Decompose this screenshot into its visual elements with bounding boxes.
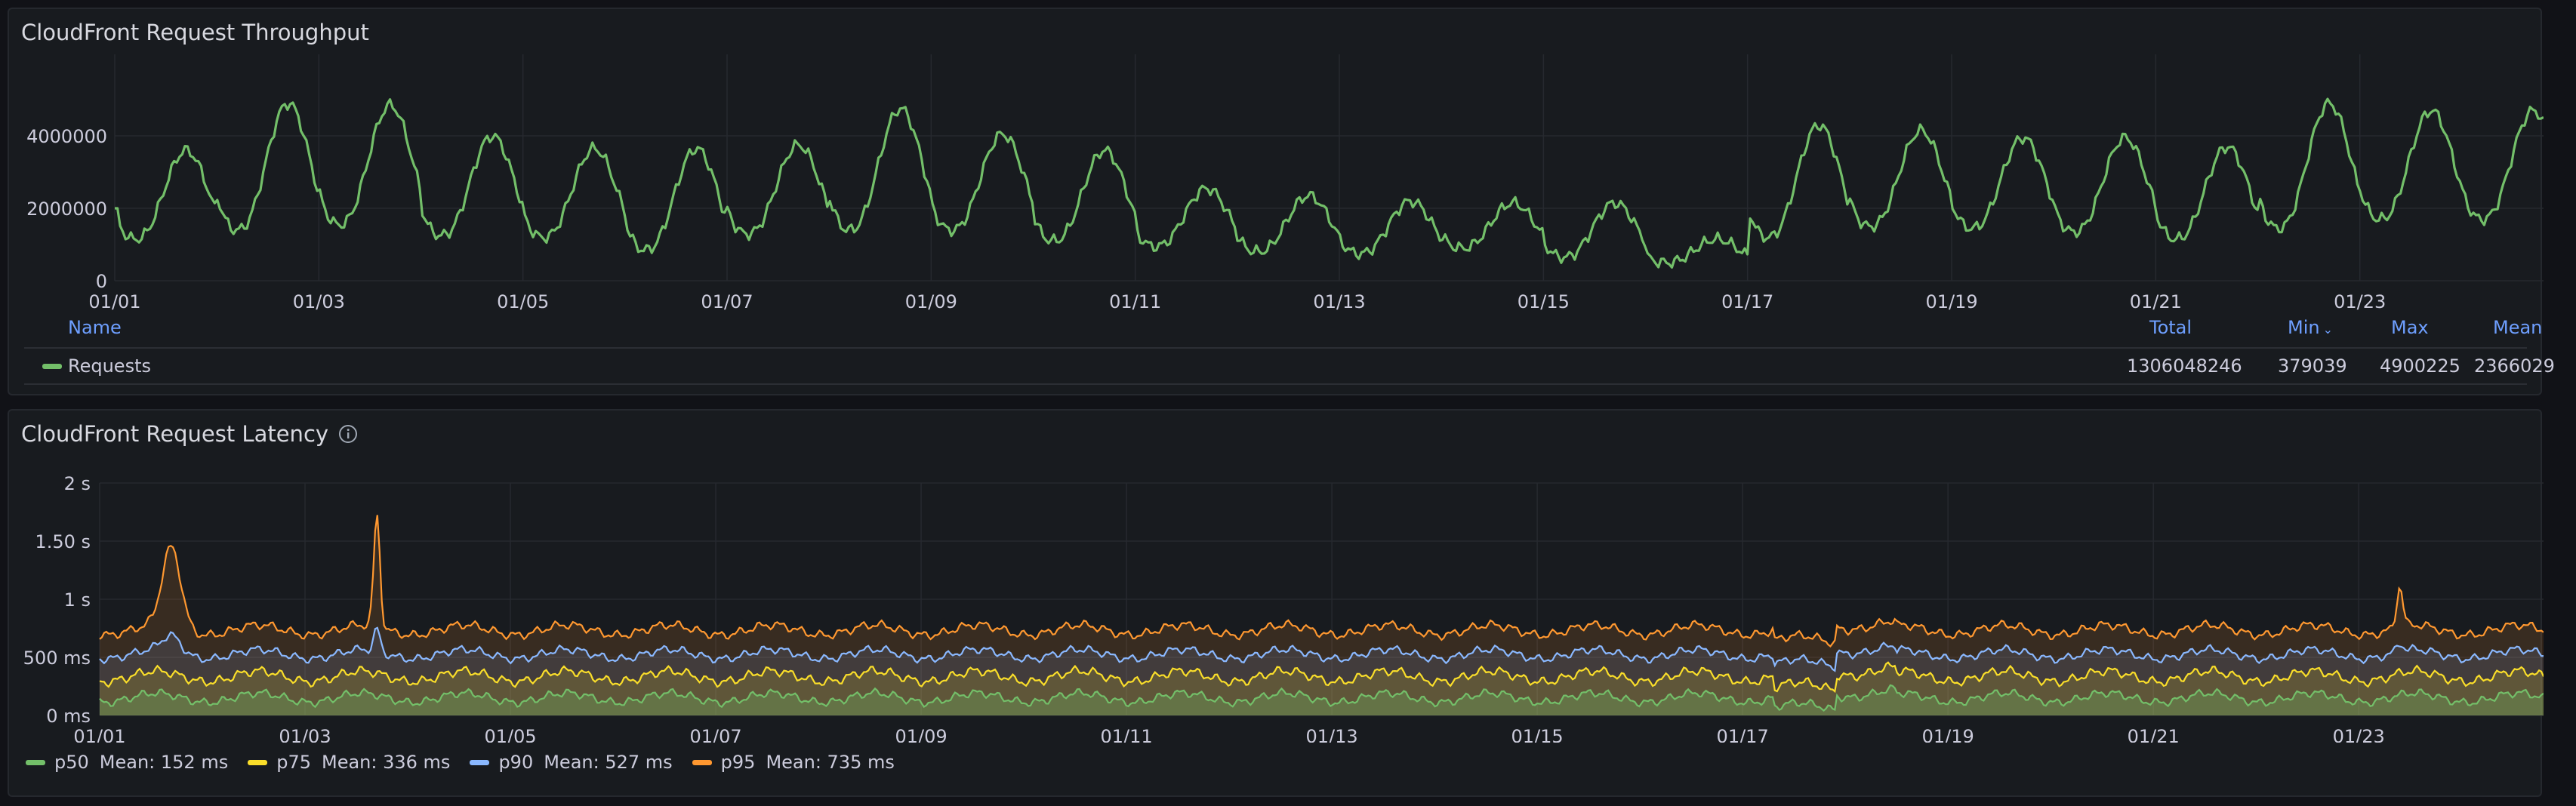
x-tick-label: 01/11: [1109, 291, 1161, 311]
value-min: 379039: [2278, 355, 2347, 377]
y-tick-label: 4000000: [26, 126, 107, 147]
x-tick-label: 01/19: [1922, 726, 1974, 743]
value-mean: 2366029: [2474, 355, 2555, 377]
x-tick-label: 01/13: [1313, 291, 1365, 311]
series-area-p50: [100, 684, 2544, 715]
column-header-name[interactable]: Name: [68, 317, 122, 338]
x-tick-label: 01/11: [1100, 726, 1152, 743]
latency-chart[interactable]: 0 ms 500 ms 1 s 1.50 s 2 s 01/01 01/03 01/05 01/…: [9, 411, 2544, 743]
x-tick-label: 01/21: [2130, 291, 2182, 311]
y-tick-label: 2 s: [64, 473, 91, 494]
swatch-p50: [26, 759, 45, 765]
y-tick-label: 0: [96, 271, 107, 292]
chevron-down-icon: ⌄: [2322, 322, 2333, 337]
x-tick-label: 01/03: [293, 291, 345, 311]
column-header-total[interactable]: Total: [2149, 317, 2192, 338]
x-tick-label: 01/21: [2128, 726, 2180, 743]
column-header-min[interactable]: Min ⌄: [2288, 317, 2333, 338]
legend-row-requests[interactable]: Requests 1306048246 379039 4900225 23660…: [24, 347, 2555, 385]
x-tick-label: 01/05: [484, 726, 536, 743]
legend-item-p50[interactable]: p50 Mean: 152 ms: [26, 752, 228, 773]
x-tick-label: 01/17: [1721, 291, 1773, 311]
panel-title-latency[interactable]: CloudFront Request Latency: [21, 421, 329, 447]
panel-title-throughput[interactable]: CloudFront Request Throughput: [21, 20, 369, 45]
x-tick-label: 01/05: [497, 291, 549, 311]
legend-mean-p50: Mean: 152 ms: [99, 752, 229, 773]
x-tick-label: 01/13: [1306, 726, 1358, 743]
series-area-p95: [100, 515, 2544, 715]
series-swatch-requests: [42, 364, 71, 369]
swatch-p95: [692, 759, 712, 765]
series-line-p75: [99, 661, 2544, 694]
x-tick-label: 01/07: [689, 726, 741, 743]
throughput-chart[interactable]: 0 2000000 4000000 01/01 01/03 01/05 01/07 01/09…: [9, 9, 2544, 311]
info-icon[interactable]: [337, 423, 359, 445]
x-tick-label: 01/15: [1518, 291, 1570, 311]
latency-legend: p50 Mean: 152 ms p75 Mean: 336 ms p90 Me…: [26, 752, 914, 773]
series-line-p50: [99, 684, 2544, 712]
y-tick-label: 500 ms: [23, 648, 91, 669]
throughput-panel: CloudFront Request Throughput 0 2000000 40…: [8, 8, 2555, 395]
series-line-p90: [99, 626, 2544, 672]
swatch-p75: [248, 759, 268, 765]
series-name-requests: Requests: [68, 355, 151, 377]
y-tick-label: 0 ms: [46, 706, 91, 727]
x-tick-label: 01/03: [279, 726, 331, 743]
series-area-p90: [100, 627, 2544, 715]
y-tick-label: 1.50 s: [35, 531, 91, 552]
x-tick-label: 01/01: [73, 726, 125, 743]
legend-label-p50: p50: [54, 752, 89, 773]
x-tick-label: 01/07: [701, 291, 753, 311]
legend-mean-p95: Mean: 735 ms: [766, 752, 895, 773]
legend-item-p75[interactable]: p75 Mean: 336 ms: [248, 752, 450, 773]
y-tick-label: 1 s: [64, 589, 91, 611]
value-total: 1306048246: [2127, 355, 2242, 377]
series-line-requests: [115, 97, 2544, 269]
series-line-p95: [99, 515, 2544, 648]
x-tick-label: 01/09: [895, 726, 947, 743]
x-tick-label: 01/15: [1511, 726, 1564, 743]
legend-mean-p75: Mean: 336 ms: [322, 752, 451, 773]
latency-panel: CloudFront Request Latency 0 ms 500 ms 1 s…: [8, 409, 2544, 797]
column-header-max[interactable]: Max: [2391, 317, 2429, 338]
legend-table-header: Name Total Min ⌄ Max Mean: [9, 317, 2543, 347]
legend-item-p95[interactable]: p95 Mean: 735 ms: [692, 752, 895, 773]
x-tick-label: 01/23: [2334, 291, 2386, 311]
x-tick-label: 01/01: [88, 291, 140, 311]
x-tick-label: 01/19: [1925, 291, 1977, 311]
legend-label-p95: p95: [720, 752, 756, 773]
value-max: 4900225: [2380, 355, 2460, 377]
legend-label-p75: p75: [276, 752, 311, 773]
x-tick-label: 01/09: [905, 291, 957, 311]
y-tick-label: 2000000: [26, 198, 107, 220]
legend-label-p90: p90: [498, 752, 534, 773]
x-tick-label: 01/23: [2333, 726, 2385, 743]
legend-mean-p90: Mean: 527 ms: [544, 752, 673, 773]
swatch-p90: [470, 759, 490, 765]
legend-item-p90[interactable]: p90 Mean: 527 ms: [470, 752, 673, 773]
column-header-mean[interactable]: Mean: [2493, 317, 2543, 338]
x-tick-label: 01/17: [1717, 726, 1769, 743]
